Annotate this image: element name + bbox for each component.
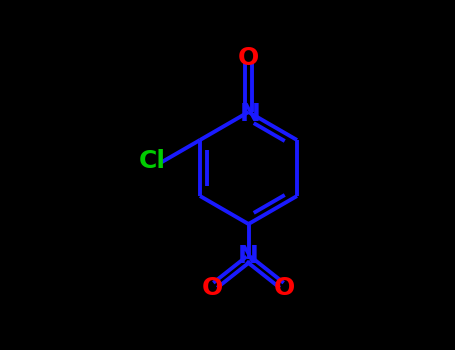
Text: O: O (202, 276, 223, 300)
Text: Cl: Cl (138, 149, 165, 173)
Text: O: O (238, 46, 259, 70)
Text: O: O (274, 276, 295, 300)
Text: N: N (239, 102, 260, 126)
Text: N: N (238, 244, 259, 268)
